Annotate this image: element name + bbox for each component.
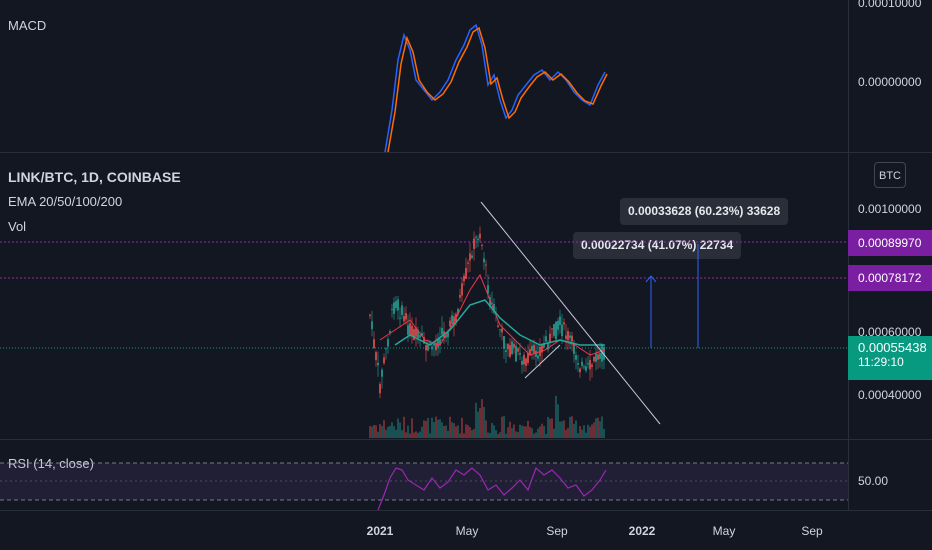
measure-callout-lower[interactable]: 0.00022734 (41.07%) 22734 <box>573 232 742 259</box>
time-tick-may-2022: May <box>712 524 736 538</box>
time-tick-sep: Sep <box>546 524 568 538</box>
price-tick-0006: 0.00060000 <box>858 325 922 339</box>
last-price-tag: 0.00055438 11:29:10 <box>848 336 932 380</box>
price-tick-0004: 0.00040000 <box>858 388 922 402</box>
macd-price-axis[interactable] <box>848 0 932 152</box>
volume-label[interactable]: Vol <box>8 219 27 234</box>
currency-button[interactable]: BTC <box>874 162 906 188</box>
lower-level-price-tag: 0.00078172 <box>848 265 932 291</box>
upper-level-price-tag: 0.00089970 <box>848 230 932 256</box>
bar-countdown: 11:29:10 <box>858 355 904 369</box>
rsi-tick-50: 50.00 <box>858 474 889 488</box>
time-tick-2021: 2021 <box>366 524 394 538</box>
measure-callout-upper[interactable]: 0.00033628 (60.23%) 33628 <box>620 198 789 225</box>
macd-pane[interactable]: MACD <box>0 0 848 152</box>
macd-label: MACD <box>8 18 47 33</box>
price-tick-0010: 0.00100000 <box>858 202 922 216</box>
macd-tick-top: 0.00010000 <box>858 0 922 10</box>
last-price-value: 0.00055438 <box>858 340 927 355</box>
rsi-label[interactable]: RSI (14, close) <box>8 456 94 471</box>
rsi-axis[interactable] <box>848 440 932 510</box>
pane-divider-rsi[interactable] <box>0 439 932 440</box>
macd-tick-zero: 0.00000000 <box>858 75 922 89</box>
pane-divider[interactable] <box>0 152 932 153</box>
time-axis-divider <box>0 510 932 511</box>
time-tick-sep-2022: Sep <box>801 524 823 538</box>
ema-indicator-label[interactable]: EMA 20/50/100/200 <box>8 194 123 209</box>
time-tick-2022: 2022 <box>628 524 656 538</box>
price-pane[interactable]: LINK/BTC, 1D, COINBASE EMA 20/50/100/200… <box>0 153 848 439</box>
symbol-title[interactable]: LINK/BTC, 1D, COINBASE <box>8 169 181 185</box>
rsi-pane[interactable]: RSI (14, close) <box>0 440 848 510</box>
time-tick-may: May <box>455 524 479 538</box>
price-axis[interactable] <box>848 153 932 439</box>
